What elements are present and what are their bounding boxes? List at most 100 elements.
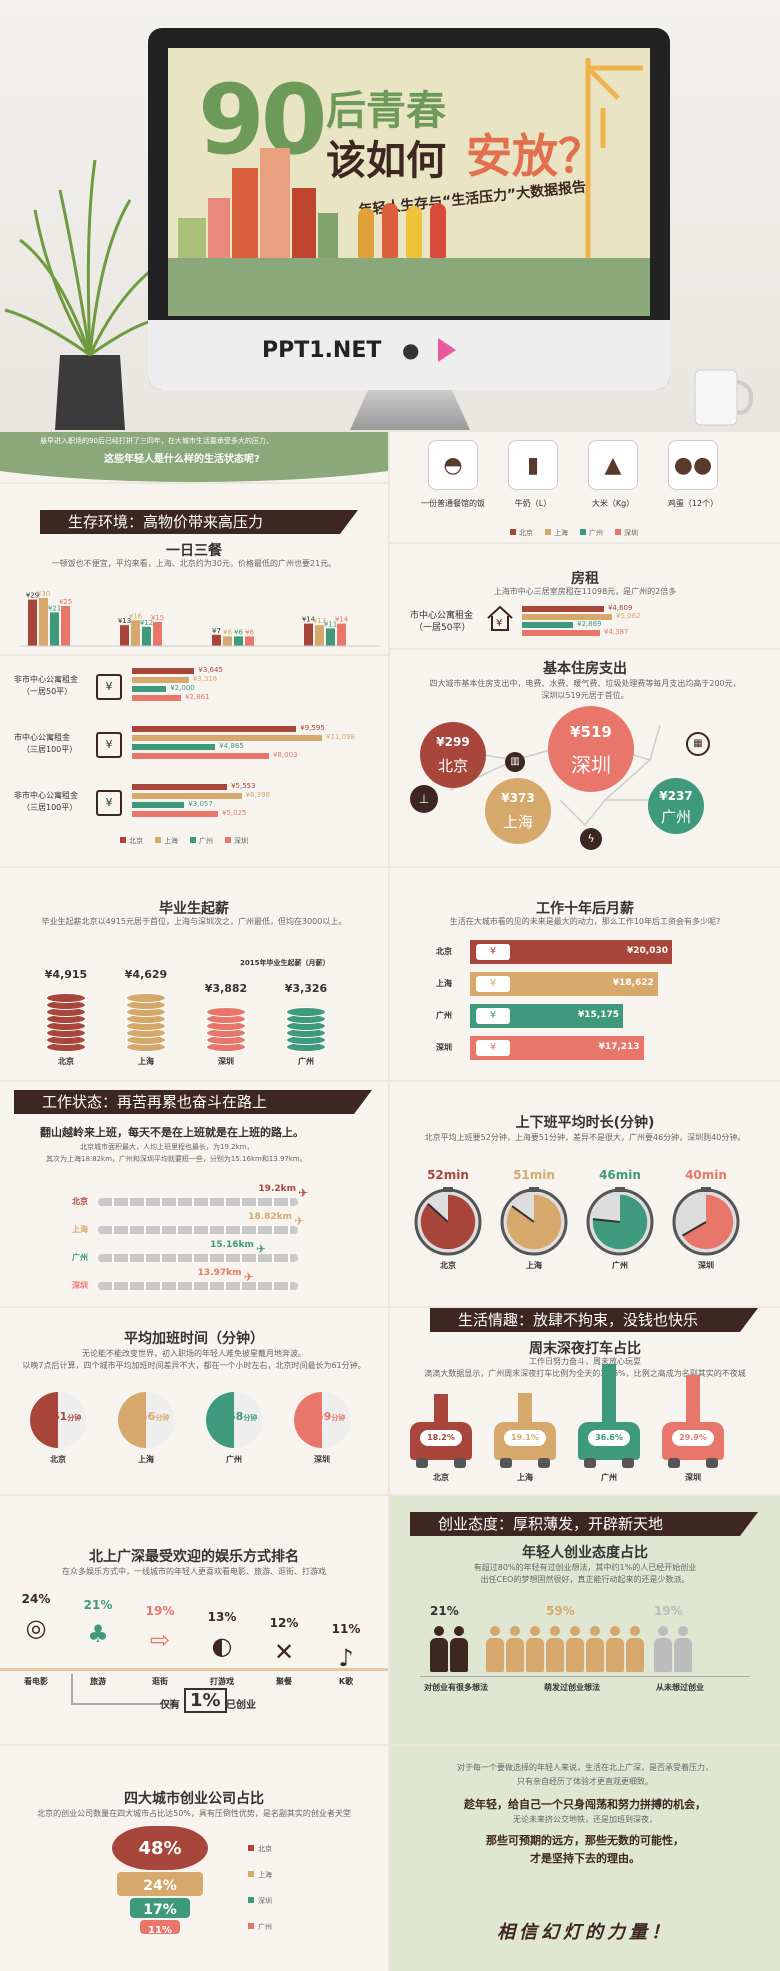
ending-l3: 趁年轻，给自己一个只身闯荡和努力拼搏的机会， xyxy=(464,1798,706,1811)
ending-l4: 无论未来挤公交地铁，还是加班到深夜， xyxy=(513,1815,657,1824)
overtime-num: 59 xyxy=(316,1410,332,1423)
overtime-circle xyxy=(118,1392,174,1448)
rent-bar-label: ¥8,003 xyxy=(273,751,298,759)
distance-city: 广州 xyxy=(72,1253,88,1262)
legend-item: 广州 xyxy=(248,1922,272,1932)
overtime-circle xyxy=(30,1392,86,1448)
meal-bar xyxy=(245,636,254,646)
hero-title-c: 安放？ xyxy=(466,129,604,183)
rent-right-bar xyxy=(522,614,612,620)
panel-rent-left: 北京 上海 广州 深圳 非市中心公寓租金 （一居50平） ¥ ¥3,645 ¥3,316 ¥2,… xyxy=(0,656,388,866)
rent-row-label1: 非市中心公寓租金 xyxy=(14,791,78,800)
clock-knob xyxy=(615,1187,625,1192)
legend-item: 深圳 xyxy=(248,1896,272,1906)
rent-bar-label: ¥3,645 xyxy=(198,666,223,674)
logo-icon xyxy=(438,338,456,362)
legend-item: 北京 xyxy=(120,836,143,846)
overtime-circle xyxy=(206,1392,262,1448)
rent-bar xyxy=(132,677,189,683)
runner-icon: ✈ xyxy=(243,1270,254,1284)
basic-title: 基本住房支出 xyxy=(543,661,627,677)
attitude-value: 21% xyxy=(430,1604,459,1618)
ent-sub: 在众多娱乐方式中，一线城市的年轻人更喜欢看电影、旅游、逛街、打游戏 xyxy=(62,1567,326,1576)
meal-sub: 一顿饭也不便宜，平均来看，上海、北京约为30元，价格最低的广州也要21元。 xyxy=(51,559,337,568)
commute-city: 广州 xyxy=(612,1261,628,1270)
clock-knob xyxy=(443,1187,453,1192)
meal-bar xyxy=(28,599,37,646)
taxi-pole xyxy=(602,1364,616,1424)
person-body xyxy=(506,1638,524,1672)
overtime-unit: 分钟 xyxy=(331,1414,346,1422)
runner-icon: ✈ xyxy=(294,1214,305,1228)
house-icon: ¥ xyxy=(487,605,513,631)
screen: 90 后青春 该如何 安放？ 年轻人生存与“生活压力”大数据报告 xyxy=(168,48,650,316)
panel-overtime: 平均加班时间（分钟） 无论能不能改变世界，初入职场的年轻人难免披星戴月地奔波。 … xyxy=(0,1308,388,1494)
ent-label: K歌 xyxy=(338,1677,354,1686)
ten-value: ¥18,622 xyxy=(612,978,654,988)
rent-bar-label: ¥9,595 xyxy=(300,724,325,732)
monitor-stand xyxy=(350,390,470,430)
person-head xyxy=(550,1626,560,1636)
clock-hand xyxy=(681,1221,707,1237)
bulb-value: 17% xyxy=(143,1902,177,1918)
ent-value: 12% xyxy=(269,1616,299,1630)
person-head xyxy=(454,1626,464,1636)
legend-rent-left: 北京 上海 广州 深圳 xyxy=(120,828,260,847)
meal-bar-label: ¥16 xyxy=(129,612,143,620)
bubble-value: ¥237 xyxy=(659,789,693,804)
ent-label: 打游戏 xyxy=(210,1677,234,1686)
money-icon: ¥ xyxy=(476,1040,510,1056)
attitude-value: 59% xyxy=(546,1604,575,1618)
person-body xyxy=(674,1638,692,1672)
food-label: 一份普通餐馆的饭 xyxy=(421,499,485,508)
panel-tenyear: 工作十年后月薪 生活在大城市看的见的未来是最大的动力，那么工作10年后工资会有多… xyxy=(390,868,780,1080)
hero-title-a: 后青春 xyxy=(326,88,446,134)
bulb-segment xyxy=(117,1872,203,1896)
ent-arrow xyxy=(71,1674,178,1710)
meal-bar-label: ¥6 xyxy=(223,628,232,636)
distance-city: 上海 xyxy=(72,1225,88,1234)
salary-value: ¥3,882 xyxy=(204,982,248,995)
rent-bar-label: ¥6,398 xyxy=(245,791,271,799)
taxi-wheel xyxy=(500,1458,512,1468)
svg-text:¥: ¥ xyxy=(496,618,502,629)
legend-item: 上海 xyxy=(248,1870,272,1880)
rent-bar xyxy=(132,811,219,817)
bubble-city: 北京 xyxy=(437,757,468,775)
rent-row-label1: 市中心公寓租金 xyxy=(14,733,70,742)
salary-title: 毕业生起薪 xyxy=(159,901,229,917)
person-head xyxy=(530,1626,540,1636)
meal-bar xyxy=(142,626,151,646)
bubble-value: ¥373 xyxy=(501,791,535,806)
panel-entertainment: 北上广深最受欢迎的娱乐方式排名 在众多娱乐方式中，一线城市的年轻人更喜欢看电影、… xyxy=(0,1496,388,1744)
salary-sub: 毕业生起薪北京以4915元居于首位，上海与深圳次之，广州最低，但均在3000以上… xyxy=(41,917,347,926)
taxi-title: 周末深夜打车占比 xyxy=(529,1341,641,1357)
bulb-value: 48% xyxy=(138,1838,181,1859)
clock-slice xyxy=(682,1194,734,1250)
commute-value: 46min xyxy=(599,1168,641,1182)
monitor-chin xyxy=(148,320,670,390)
money-icon: ¥ xyxy=(476,1008,510,1024)
overtime-num: 56 xyxy=(140,1410,156,1423)
house-icon: ¥ xyxy=(96,790,122,816)
overtime-city: 上海 xyxy=(138,1455,154,1464)
meal-bar-label: ¥29 xyxy=(26,592,39,600)
meal-bar xyxy=(39,598,48,646)
legend-item: 北京 xyxy=(248,1844,272,1854)
rent-bar-label: ¥5,553 xyxy=(231,782,256,790)
commute-sub: 北京平均上班要52分钟，上海要51分钟，差异不是很大，广州要46分钟，深圳则40… xyxy=(424,1133,746,1142)
meal-bar xyxy=(234,636,243,646)
attitude-value: 19% xyxy=(654,1604,683,1618)
taxi-wheel xyxy=(416,1458,428,1468)
meal-bar-label: ¥7 xyxy=(212,627,221,635)
meal-bar xyxy=(337,623,346,646)
legend-item: 上海 xyxy=(545,528,568,538)
startup-bulb-chart: 48% 24% 17% 11% xyxy=(112,1826,208,1936)
taxi-value: 18.2% xyxy=(420,1430,462,1446)
attitude-label: 萌发过创业想法 xyxy=(544,1683,600,1692)
clock-knob xyxy=(529,1187,539,1192)
person-body xyxy=(586,1638,604,1672)
ent-title: 北上广深最受欢迎的娱乐方式排名 xyxy=(89,1549,299,1565)
bubble-city: 上海 xyxy=(502,813,533,831)
rent-right-bar xyxy=(522,606,604,612)
